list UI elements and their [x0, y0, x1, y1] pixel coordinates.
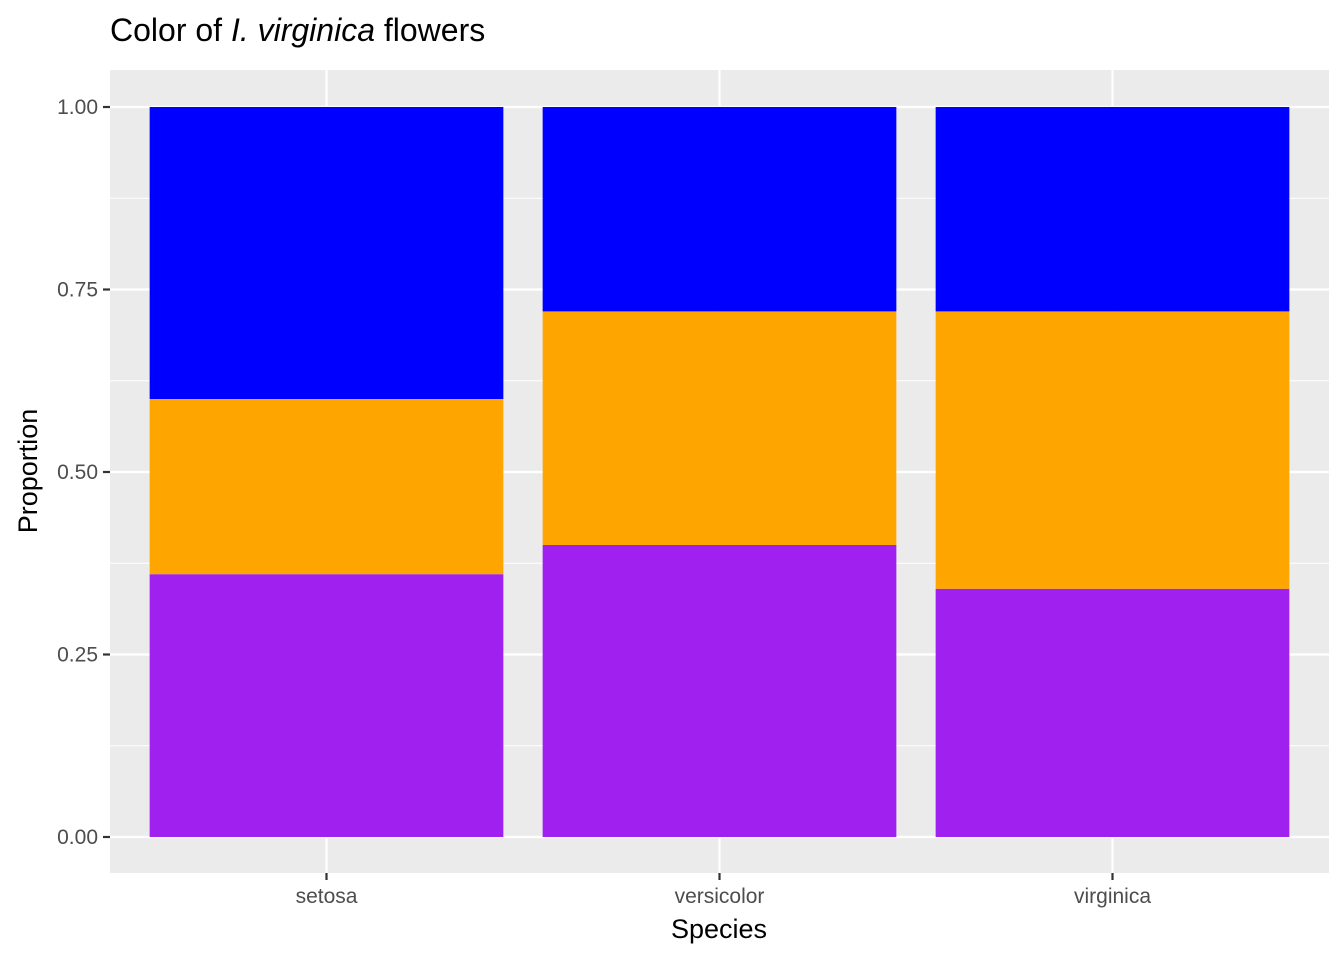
- y-tick-label: 0.25: [57, 644, 98, 667]
- bar-segment-versicolor-1: [542, 311, 897, 545]
- x-tick-label: versicolor: [675, 885, 765, 908]
- y-tick-label: 0.00: [57, 826, 98, 849]
- x-axis: setosa versicolor virginica: [296, 873, 1151, 908]
- x-axis-title: Species: [671, 914, 767, 944]
- chart-title-italic: I. virginica: [231, 12, 375, 48]
- y-axis: 0.00 0.25 0.50 0.75 1.00: [57, 96, 110, 849]
- bar-segment-versicolor-0: [542, 545, 897, 837]
- bar-segment-virginica-0: [935, 588, 1290, 837]
- bar-segment-setosa-0: [149, 574, 504, 837]
- y-axis-title: Proportion: [13, 409, 43, 534]
- chart-title: Color of I. virginica flowers: [110, 12, 485, 48]
- chart-title-prefix: Color of: [110, 12, 231, 48]
- bar-segment-virginica-1: [935, 311, 1290, 589]
- bar-segment-virginica-2: [935, 107, 1290, 312]
- y-tick-label: 0.50: [57, 461, 98, 484]
- bars: [149, 107, 1290, 837]
- chart-title-suffix: flowers: [375, 12, 485, 48]
- x-tick-label: virginica: [1074, 885, 1151, 908]
- y-tick-label: 1.00: [57, 96, 98, 119]
- bar-segment-versicolor-2: [542, 107, 897, 312]
- y-tick-label: 0.75: [57, 279, 98, 302]
- bar-segment-setosa-1: [149, 399, 504, 575]
- x-tick-label: setosa: [296, 885, 358, 908]
- bar-segment-setosa-2: [149, 107, 504, 399]
